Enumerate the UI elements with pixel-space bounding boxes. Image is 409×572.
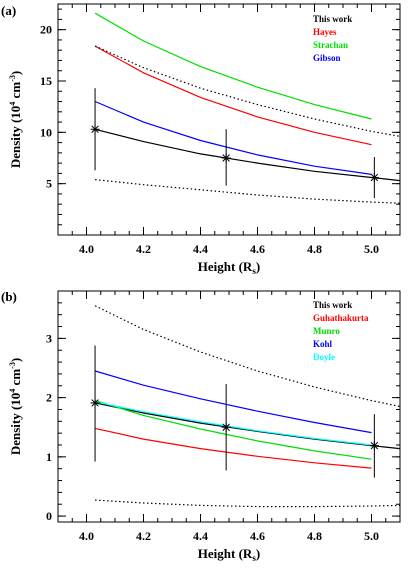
x-tick-label: 4.0: [79, 529, 94, 543]
x-tick-label: 4.6: [250, 529, 265, 543]
marker-stroke: [370, 441, 379, 450]
legend-entry-munro: Munro: [313, 326, 340, 336]
x-axis-label-close: ): [256, 259, 260, 274]
legend-entry-this-work: This work: [313, 300, 352, 310]
x-axis-label-sub: s: [252, 266, 256, 276]
marker-stroke: [222, 423, 230, 431]
x-tick-label: 4.0: [79, 242, 94, 256]
series-line-gibson: [94, 100, 372, 175]
x-axis-label: Height (Rs): [198, 546, 260, 563]
x-axis-label: Height (Rs): [198, 259, 260, 276]
x-tick-label: 4.2: [136, 529, 151, 543]
x-tick-label: 5.0: [364, 242, 379, 256]
y-axis-label-unit-sup: -3: [8, 362, 17, 369]
data-point-marker: [221, 422, 231, 432]
x-tick-label: 4.8: [307, 242, 322, 256]
bound-curve: [95, 179, 401, 204]
legend-entry-gibson: Gibson: [313, 53, 341, 63]
panel-label: (a): [1, 3, 16, 18]
y-axis-label: Density (104 cm-3): [8, 358, 23, 455]
x-tick-label: 5.0: [364, 529, 379, 543]
y-tick-label: 3: [46, 331, 52, 345]
x-axis-label-close: ): [256, 546, 260, 561]
series-line-doyle: [94, 401, 372, 446]
x-axis-label-text: Height (R: [198, 259, 253, 274]
data-point-marker: [90, 398, 100, 408]
marker-stroke: [222, 154, 230, 162]
y-axis-label-sup: 4: [8, 102, 17, 106]
y-axis-label-unit: cm: [8, 369, 23, 389]
y-axis-label-unit: cm: [8, 82, 23, 102]
series-line-strachan: [94, 12, 372, 120]
bound-curve: [94, 45, 401, 137]
x-tick-label: 4.2: [136, 242, 151, 256]
x-tick-label: 4.6: [250, 242, 265, 256]
legend-entry-strachan: Strachan: [313, 40, 348, 50]
data-point-marker: [369, 173, 379, 183]
y-axis-label-close: ): [8, 358, 23, 362]
legend-entry-this-work: This work: [313, 14, 352, 24]
x-axis-label-text: Height (R: [198, 546, 253, 561]
series-line-munro: [94, 400, 372, 460]
x-tick-label: 4.4: [193, 529, 208, 543]
data-point-marker: [90, 124, 100, 134]
legend-entry-kohl: Kohl: [313, 339, 333, 349]
y-tick-label: 2: [46, 391, 52, 405]
y-axis-label-close: ): [8, 71, 23, 75]
y-tick-label: 15: [40, 74, 52, 88]
panel-label: (b): [1, 289, 17, 304]
y-tick-label: 10: [40, 125, 52, 139]
y-axis-label-text: Density (10: [8, 106, 23, 168]
y-tick-label: 5: [46, 177, 52, 191]
series-line-this-work: [94, 402, 401, 450]
y-axis-label-text: Density (10: [8, 393, 23, 455]
x-tick-label: 4.4: [193, 242, 208, 256]
legend-entry-hayes: Hayes: [313, 27, 337, 37]
series-line-kohl: [94, 370, 372, 434]
marker-stroke: [91, 125, 99, 133]
series-line-this-work: [94, 128, 401, 182]
bound-curve: [95, 499, 401, 508]
y-tick-label: 0: [46, 509, 52, 523]
marker-stroke: [370, 173, 379, 182]
legend-entry-doyle: Doyle: [313, 352, 335, 362]
y-axis-label: Density (104 cm-3): [8, 71, 23, 168]
y-axis-label-sup: 4: [8, 389, 17, 393]
plot-frame: [57, 290, 401, 523]
y-axis-label-unit-sup: -3: [8, 75, 17, 82]
bound-curve: [94, 305, 401, 408]
x-tick-label: 4.8: [307, 529, 322, 543]
y-tick-label: 1: [46, 450, 52, 464]
plot-frame: [57, 3, 401, 236]
y-tick-label: 20: [40, 23, 52, 37]
series-line-hayes: [94, 45, 372, 146]
x-axis-label-sub: s: [252, 553, 256, 563]
marker-stroke: [91, 399, 99, 407]
data-point-marker: [221, 153, 231, 163]
series-line-guhathakurta: [94, 427, 372, 469]
legend-entry-guhathakurta: Guhathakurta: [313, 313, 369, 323]
data-point-marker: [369, 441, 379, 451]
